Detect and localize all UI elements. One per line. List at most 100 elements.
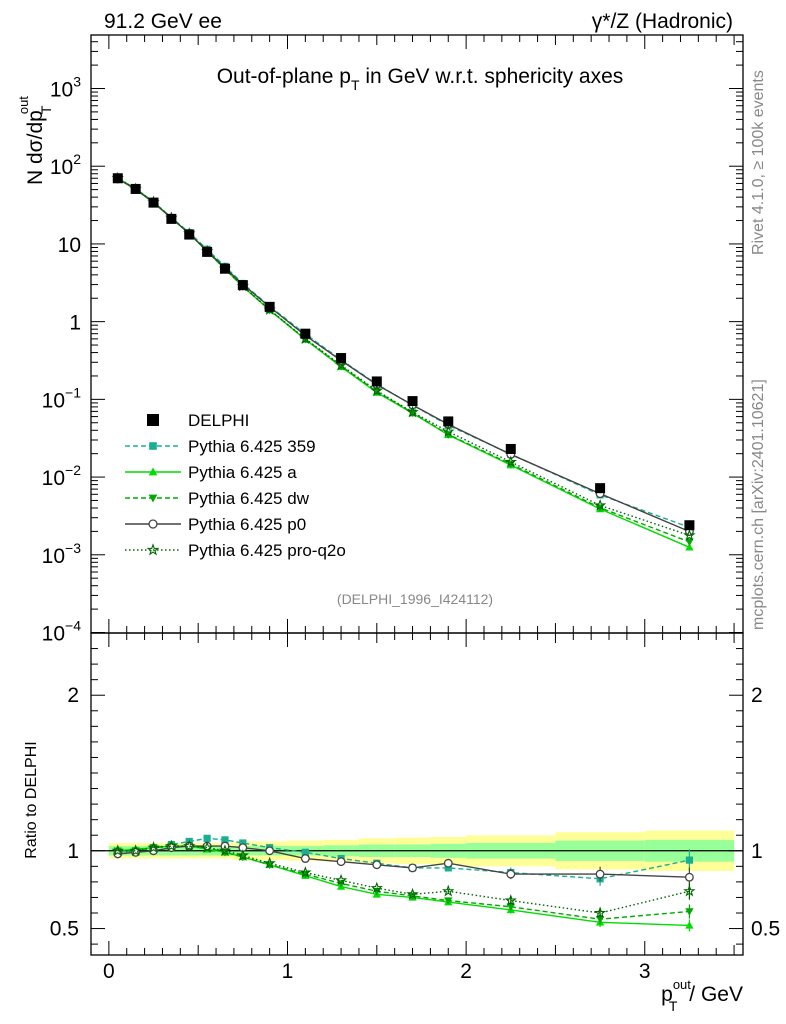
ratio-panel-frame bbox=[90, 632, 744, 956]
ratio-point-3-8 bbox=[265, 846, 275, 856]
ratio-point-4-8 bbox=[263, 856, 276, 869]
x-label-sub: T bbox=[669, 998, 678, 1014]
ratio-line-4 bbox=[117, 845, 690, 914]
y-axis-label: N dσ/dpout T bbox=[16, 96, 54, 185]
legend-marker-3 bbox=[148, 519, 158, 529]
data-point-5 bbox=[202, 246, 213, 257]
ratio-tick-label-right-1: 1 bbox=[751, 840, 763, 863]
ratio-point-3-11 bbox=[372, 860, 382, 870]
ratio-series-4 bbox=[111, 839, 696, 919]
x-label-main: p bbox=[661, 983, 673, 1006]
y-tick-label-3: 10−1 bbox=[42, 384, 82, 412]
y-label-sup: out bbox=[16, 96, 31, 114]
side-label-mcplots: mcplots.cern.ch [arXiv:2401.10621] bbox=[750, 379, 767, 630]
x-axis-label: pout T / GeV bbox=[661, 977, 743, 1014]
ratio-point-4-10 bbox=[334, 873, 348, 886]
header-left: 91.2 GeV ee bbox=[104, 10, 222, 33]
main-point-4-14 bbox=[504, 455, 517, 468]
ratio-point-3-12 bbox=[408, 863, 417, 873]
main-point-1-16 bbox=[685, 542, 694, 551]
y-tick-label-6: 102 bbox=[50, 151, 81, 179]
ratio-point-4-6 bbox=[218, 844, 232, 857]
main-point-4-15 bbox=[593, 498, 607, 511]
ratio-point-4-9 bbox=[299, 866, 312, 878]
ratio-point-4-16 bbox=[683, 884, 696, 897]
ratio-point-3-10 bbox=[336, 857, 346, 867]
x-tick-label-3: 3 bbox=[639, 960, 651, 983]
header-right: γ*/Z (Hadronic) bbox=[592, 10, 733, 33]
data-point-13 bbox=[443, 416, 454, 427]
ratio-point-4-0 bbox=[111, 844, 124, 857]
ratio-point-4-2 bbox=[147, 841, 160, 853]
ratio-point-2-15 bbox=[595, 915, 605, 924]
data-point-1 bbox=[130, 183, 141, 194]
ratio-point-0-5 bbox=[203, 834, 211, 842]
data-point-14 bbox=[505, 443, 516, 454]
analysis-id: (DELPHI_1996_I424112) bbox=[337, 591, 493, 607]
ratio-point-4-5 bbox=[200, 841, 214, 853]
legend-label-data: DELPHI bbox=[188, 411, 249, 430]
y-tick-label-0: 10−4 bbox=[42, 618, 82, 646]
x-tick-label-1: 1 bbox=[282, 960, 294, 983]
ratio-point-4-7 bbox=[236, 848, 250, 861]
ratio-point-4-11 bbox=[370, 881, 383, 894]
ratio-point-4-15 bbox=[593, 906, 607, 919]
legend-entry-1: Pythia 6.425 a bbox=[125, 463, 297, 482]
data-series bbox=[112, 173, 695, 531]
ratio-point-3-16 bbox=[684, 872, 694, 882]
legend-marker-data bbox=[147, 414, 159, 426]
ratio-point-0-6 bbox=[221, 836, 229, 844]
data-point-0 bbox=[112, 173, 123, 184]
ratio-point-4-14 bbox=[504, 894, 517, 906]
y-label-sub: T bbox=[38, 105, 54, 114]
ratio-point-2-13 bbox=[444, 897, 453, 905]
ratio-point-0-13 bbox=[444, 864, 452, 872]
main-point-4-12 bbox=[406, 405, 419, 418]
y-tick-label-5: 10 bbox=[58, 234, 81, 257]
ratio-tick-label-left-2: 2 bbox=[67, 684, 79, 707]
main-point-4-13 bbox=[442, 425, 455, 437]
legend-label-1: Pythia 6.425 a bbox=[188, 463, 297, 482]
ratio-tick-label-left-0: 0.5 bbox=[50, 918, 79, 941]
plot-title: Out-of-plane pT in GeV w.r.t. sphericity… bbox=[217, 65, 624, 93]
main-point-4-16 bbox=[683, 528, 696, 541]
legend-marker-4 bbox=[146, 543, 160, 556]
x-tick-label-2: 2 bbox=[460, 960, 472, 983]
title-rest: in GeV w.r.t. sphericity axes bbox=[360, 65, 624, 88]
y-label-main: N dσ/dp bbox=[24, 110, 47, 185]
y-tick-label-1: 10−3 bbox=[42, 540, 82, 568]
legend-entry-2: Pythia 6.425 dw bbox=[125, 489, 310, 508]
ratio-point-1-16 bbox=[685, 921, 694, 929]
ratio-point-4-3 bbox=[165, 839, 178, 852]
data-point-12 bbox=[407, 396, 418, 407]
data-point-4 bbox=[184, 229, 195, 240]
ratio-point-4-4 bbox=[183, 839, 196, 852]
data-point-11 bbox=[371, 376, 382, 387]
main-point-2-12 bbox=[408, 409, 417, 417]
data-point-16 bbox=[684, 520, 695, 531]
ratio-series-3 bbox=[113, 841, 694, 887]
legend-entry-3: Pythia 6.425 p0 bbox=[125, 515, 306, 534]
main-point-4-10 bbox=[334, 358, 348, 371]
data-point-7 bbox=[237, 280, 248, 291]
ratio-point-3-14 bbox=[506, 869, 516, 879]
data-point-15 bbox=[595, 483, 606, 494]
legend-label-4: Pythia 6.425 pro-q2o bbox=[188, 541, 346, 560]
legend-label-0: Pythia 6.425 359 bbox=[188, 437, 316, 456]
data-point-2 bbox=[148, 197, 159, 208]
ratio-point-3-9 bbox=[300, 854, 310, 863]
data-point-6 bbox=[219, 263, 230, 274]
legend-marker-2 bbox=[148, 494, 158, 503]
ratio-point-2-14 bbox=[506, 903, 515, 912]
ratio-tick-label-right-0: 0.5 bbox=[751, 918, 780, 941]
data-point-10 bbox=[336, 353, 347, 364]
main-point-2-16 bbox=[685, 538, 694, 547]
ratio-point-0-9 bbox=[301, 848, 309, 856]
legend-marker-0 bbox=[149, 442, 157, 450]
data-point-3 bbox=[166, 213, 177, 224]
legend-entry-data: DELPHI bbox=[147, 411, 249, 430]
legend-entry-4: Pythia 6.425 pro-q2o bbox=[125, 541, 346, 560]
ratio-tick-label-left-1: 1 bbox=[67, 840, 79, 863]
y-tick-label-2: 10−2 bbox=[42, 462, 82, 490]
